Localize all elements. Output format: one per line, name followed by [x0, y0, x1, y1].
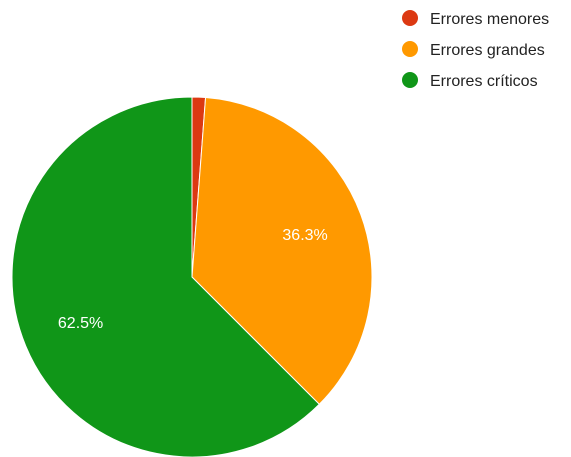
- legend-item-errores-menores[interactable]: Errores menores: [402, 10, 549, 28]
- legend-item-errores-grandes[interactable]: Errores grandes: [402, 41, 545, 59]
- data-label-errores-grandes: 36.3%: [282, 227, 327, 244]
- legend-label: Errores críticos: [430, 73, 538, 90]
- legend-swatch: [402, 10, 418, 26]
- pie-slice-errores-grandes[interactable]: [191, 96, 373, 405]
- legend-swatch: [402, 72, 418, 88]
- legend-label: Errores grandes: [430, 42, 545, 59]
- pie-slices: [11, 96, 373, 457]
- legend-label: Errores menores: [430, 11, 549, 28]
- pie-data-labels: 36.3% 62.5%: [58, 227, 328, 332]
- pie-slice-errores-criticos[interactable]: [11, 96, 320, 457]
- legend-item-errores-criticos[interactable]: Errores críticos: [402, 72, 538, 90]
- legend: Errores menores Errores grandes Errores cr…: [402, 10, 549, 90]
- legend-swatch: [402, 41, 418, 57]
- data-label-errores-criticos: 62.5%: [58, 315, 103, 332]
